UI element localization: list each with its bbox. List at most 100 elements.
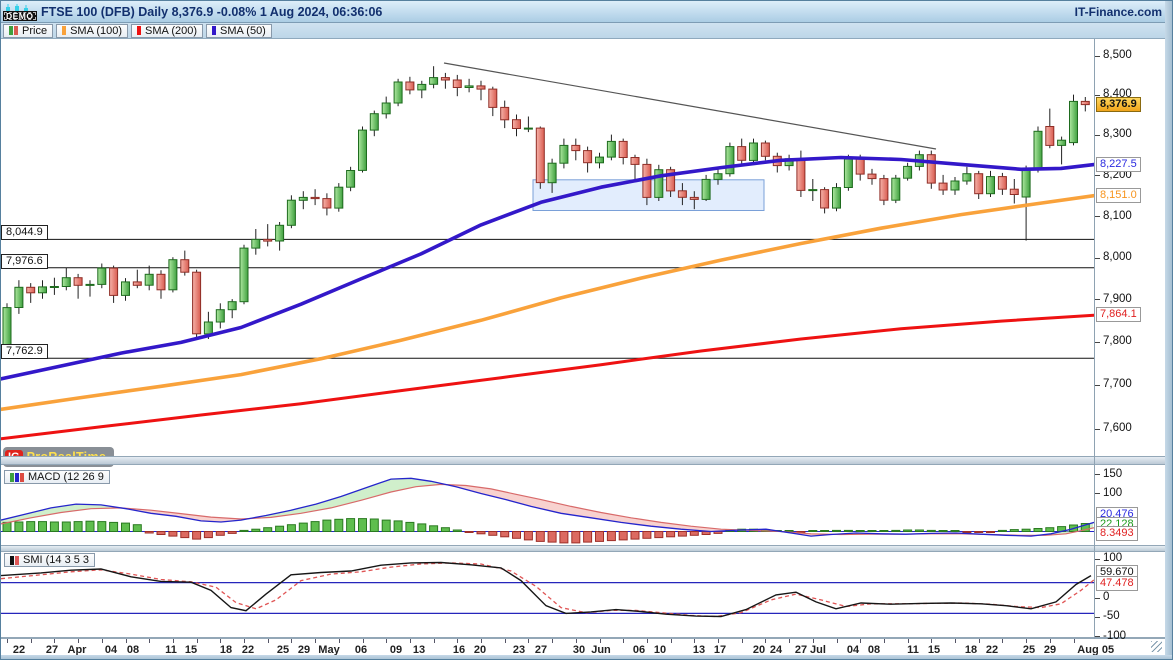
macd-bar-up bbox=[239, 529, 249, 533]
macd-bar-up bbox=[393, 520, 403, 533]
panel-divider-2[interactable] bbox=[1, 545, 1172, 552]
price-panel bbox=[1, 62, 1094, 441]
macd-bar-up bbox=[97, 521, 107, 532]
time-axis-tick bbox=[338, 639, 340, 643]
macd-bar-up bbox=[286, 524, 296, 533]
candle-down bbox=[677, 190, 687, 198]
macd-bar-up bbox=[405, 521, 415, 533]
macd-bar-down bbox=[677, 531, 687, 537]
candle-up bbox=[701, 178, 711, 200]
time-axis-tick bbox=[955, 639, 956, 643]
candle-up bbox=[215, 309, 225, 323]
candle-up bbox=[1021, 169, 1031, 198]
candle-up bbox=[547, 162, 557, 184]
macd-bar-down bbox=[227, 531, 237, 534]
candle-down bbox=[180, 259, 190, 273]
brand-link[interactable]: IT-Finance.com bbox=[1074, 5, 1162, 19]
price-axis[interactable]: 8,500 8,400 8,300 8,200 8,100 8,000 7,900 7,800… bbox=[1095, 1, 1165, 655]
macd-bar-up bbox=[891, 529, 901, 533]
chart-title: FTSE 100 (DFB) Daily 8,376.9 -0.08% 1 Au… bbox=[41, 5, 383, 19]
macd-bar-up bbox=[784, 530, 794, 532]
macd-bar-up bbox=[950, 530, 960, 532]
time-axis-label: Apr bbox=[67, 644, 87, 656]
candle-down bbox=[440, 77, 450, 81]
chart-plot-area[interactable] bbox=[1, 1, 1094, 660]
legend-item-sma-50[interactable]: SMA (50) bbox=[206, 23, 272, 38]
axis-tick-label: 7,700 bbox=[1103, 378, 1132, 391]
macd-bar-up bbox=[275, 525, 285, 533]
candle-down bbox=[796, 158, 806, 191]
indicator-value-badge: 8.3493 bbox=[1096, 526, 1138, 541]
macd-bar-down bbox=[203, 531, 213, 539]
axis-tick-label: 7,600 bbox=[1103, 422, 1132, 434]
time-axis-tick bbox=[78, 639, 80, 643]
macd-bar-up bbox=[369, 518, 379, 532]
macd-indicator-chip[interactable]: MACD (12 26 9 bbox=[4, 470, 110, 484]
candle-up bbox=[381, 102, 391, 115]
price-level-label: 7,976.6 bbox=[1, 253, 48, 269]
macd-bar-up bbox=[808, 530, 818, 532]
time-axis[interactable]: 22 27 Apr 04 08 11 15 18 22 25 29 May 06 09 13 16 20 23 27… bbox=[1, 639, 1172, 656]
time-axis-tick bbox=[599, 639, 601, 643]
macd-bar-up bbox=[14, 521, 24, 532]
candle-up bbox=[808, 189, 818, 192]
candle-down bbox=[1080, 100, 1090, 106]
macd-bar-down bbox=[547, 531, 557, 543]
axis-tick-mark bbox=[1095, 216, 1100, 218]
time-axis-tick bbox=[1073, 639, 1075, 643]
time-axis-label: 17 bbox=[713, 644, 727, 656]
time-axis-tick bbox=[741, 639, 743, 643]
time-axis-tick bbox=[623, 639, 625, 643]
candle-down bbox=[405, 81, 415, 91]
candle-down bbox=[642, 163, 652, 198]
smi-panel bbox=[1, 561, 1094, 618]
resize-grip[interactable] bbox=[1151, 641, 1162, 652]
macd-bar-down bbox=[535, 531, 545, 542]
candle-up bbox=[14, 286, 24, 308]
axis-tick-label: 8,000 bbox=[1103, 251, 1132, 264]
candle-down bbox=[997, 176, 1007, 190]
time-axis-tick bbox=[860, 639, 862, 643]
time-axis-label: May bbox=[318, 644, 340, 656]
time-axis-tick bbox=[646, 639, 648, 643]
candle-up bbox=[393, 81, 403, 104]
panel-divider-1[interactable] bbox=[1, 456, 1172, 465]
candle-up bbox=[227, 301, 237, 311]
macd-bar-up bbox=[1080, 523, 1090, 532]
time-axis-tick bbox=[765, 639, 767, 643]
axis-tick-label: -100 bbox=[1103, 629, 1127, 642]
time-axis-label: 22 bbox=[12, 644, 26, 656]
macd-bar-up bbox=[298, 522, 308, 532]
candle-up bbox=[523, 127, 533, 130]
macd-bar-up bbox=[1045, 527, 1055, 533]
smi-indicator-chip[interactable]: SMI (14 3 5 3 bbox=[4, 553, 96, 567]
candle-down bbox=[132, 281, 142, 286]
legend-item-price[interactable]: Price bbox=[3, 23, 54, 38]
time-axis-tick bbox=[670, 639, 672, 643]
macd-label: MACD (12 26 9 bbox=[28, 471, 104, 483]
macd-bar-up bbox=[997, 529, 1007, 533]
time-axis-tick bbox=[694, 639, 696, 643]
candle-up bbox=[725, 146, 735, 175]
window-edge-right bbox=[1165, 1, 1172, 659]
macd-bar-up bbox=[1033, 528, 1043, 532]
candle-up bbox=[606, 140, 616, 158]
time-axis-label: 04 bbox=[104, 644, 118, 656]
window-edge-bottom bbox=[1, 655, 1172, 659]
candle-up bbox=[429, 77, 439, 85]
legend-item-sma-200[interactable]: SMA (200) bbox=[131, 23, 203, 38]
legend-item-sma-100[interactable]: SMA (100) bbox=[56, 23, 129, 38]
macd-bar-up bbox=[310, 521, 320, 532]
candle-up bbox=[346, 170, 356, 188]
legend-item-label: SMA (100) bbox=[70, 24, 123, 37]
axis-tick-mark bbox=[1095, 558, 1100, 560]
candle-down bbox=[583, 150, 593, 164]
candle-up bbox=[97, 267, 107, 285]
candle-up bbox=[654, 169, 664, 198]
time-axis-tick bbox=[789, 639, 791, 643]
candle-down bbox=[974, 173, 984, 195]
time-axis-tick bbox=[101, 639, 103, 643]
macd-panel bbox=[1, 477, 1094, 544]
time-axis-label: 23 bbox=[512, 644, 526, 656]
candle-up bbox=[239, 247, 249, 303]
